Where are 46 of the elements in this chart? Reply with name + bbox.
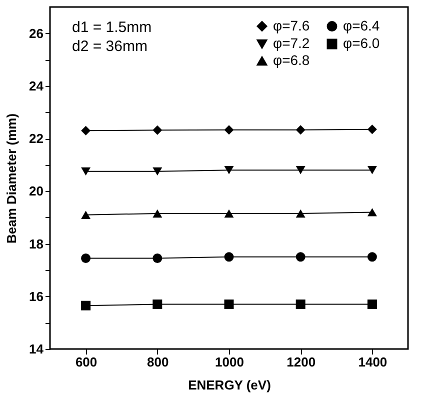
point — [152, 300, 162, 310]
y-axis-title: Beam Diameter (mm) — [4, 113, 20, 244]
y-tick-label: 18 — [29, 236, 44, 252]
point — [81, 254, 91, 263]
point — [367, 208, 377, 216]
point — [81, 210, 91, 219]
point — [81, 167, 91, 176]
point — [296, 209, 306, 218]
x-tick-label: 1000 — [215, 354, 244, 370]
y-tick-label: 20 — [29, 184, 44, 199]
point — [367, 166, 377, 174]
legend-label: φ=7.2 — [273, 35, 310, 51]
point — [224, 300, 234, 310]
y-tick-label: 16 — [29, 288, 44, 304]
point — [224, 209, 234, 218]
point — [296, 166, 306, 174]
annotation: d2 = 36mm — [72, 38, 148, 55]
point — [224, 166, 234, 174]
point — [367, 300, 377, 310]
x-axis-title: ENERGY (eV) — [188, 378, 271, 392]
legend-label: φ=6.8 — [273, 52, 310, 68]
x-tick-label: 1200 — [286, 354, 316, 370]
legend-label: φ=7.6 — [273, 17, 310, 34]
point — [367, 252, 377, 262]
point — [152, 209, 162, 218]
y-tick-label: 14 — [29, 342, 44, 356]
point — [81, 126, 91, 136]
point — [296, 125, 306, 135]
point — [296, 252, 306, 262]
legend-label: φ=6.0 — [343, 35, 380, 51]
point — [224, 252, 234, 262]
x-tick-label: 1400 — [358, 354, 388, 370]
y-tick-label: 24 — [29, 78, 44, 94]
annotation: d1 = 1.5mm — [72, 19, 152, 36]
y-tick-label: 26 — [29, 26, 44, 41]
point — [81, 300, 91, 310]
point — [224, 125, 234, 135]
point — [367, 124, 377, 134]
x-tick-label: 600 — [75, 354, 98, 370]
y-tick-label: 22 — [29, 131, 44, 146]
point — [152, 254, 162, 263]
point — [296, 300, 306, 310]
legend-label: φ=6.4 — [343, 17, 380, 34]
point — [152, 125, 162, 135]
x-tick-label: 800 — [147, 354, 169, 370]
point — [152, 167, 162, 176]
